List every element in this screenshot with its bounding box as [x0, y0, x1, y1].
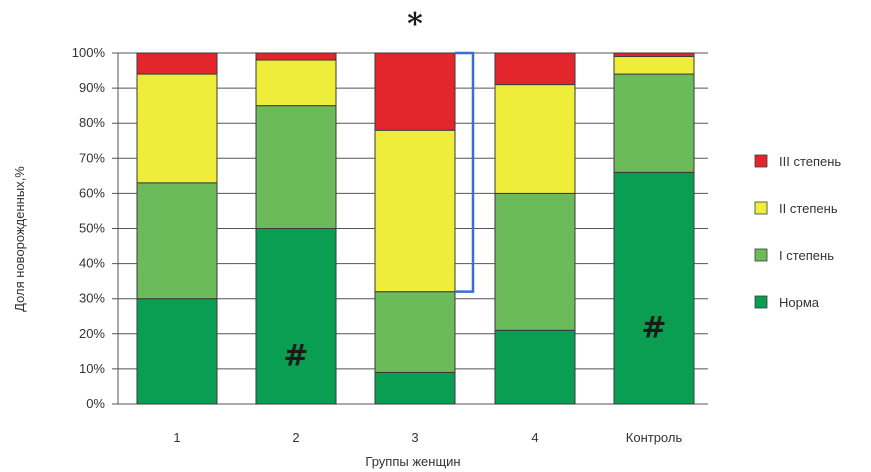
legend-label: III степень	[779, 154, 841, 169]
x-axis-title: Группы женщин	[365, 454, 460, 469]
bar-segment	[613, 73, 695, 173]
bar-segment	[374, 371, 456, 405]
legend-swatch	[754, 154, 768, 168]
bar-segment	[494, 84, 576, 194]
y-tick-label: 100%	[72, 45, 106, 60]
legend-swatch	[754, 295, 768, 309]
bars	[136, 52, 695, 405]
y-tick-label: 10%	[79, 361, 105, 376]
y-tick-label: 40%	[79, 256, 105, 271]
legend: III степень II степень I степень Норма	[754, 154, 841, 310]
significance-hash: #	[283, 338, 308, 373]
y-tick-labels: 0% 10% 20% 30% 40% 50% 60% 70% 80% 90% 100%	[72, 45, 106, 411]
y-tick-label: 70%	[79, 150, 105, 165]
bar-segment	[613, 56, 695, 75]
bar-segment	[613, 171, 695, 405]
x-tick-label: Контроль	[626, 430, 683, 445]
bar-segment	[494, 52, 576, 86]
significance-bracket	[455, 51, 475, 293]
x-tick-label: 1	[173, 430, 180, 445]
legend-label: II степень	[779, 201, 838, 216]
bar-segment	[613, 52, 695, 58]
y-tick-label: 60%	[79, 185, 105, 200]
bar-segment	[374, 291, 456, 373]
annotations: * # #	[283, 7, 666, 373]
y-tick-label: 80%	[79, 115, 105, 130]
y-tick-label: 30%	[79, 291, 105, 306]
bar-segment	[494, 192, 576, 331]
y-tick-label: 20%	[79, 326, 105, 341]
bar-segment	[136, 298, 218, 405]
y-tick-label: 0%	[86, 396, 105, 411]
x-tick-label: 3	[411, 430, 418, 445]
legend-label: I степень	[779, 248, 834, 263]
bar-segment	[136, 52, 218, 75]
bar-segment	[136, 73, 218, 184]
bar-segment	[255, 59, 337, 107]
bar-segment	[255, 52, 337, 61]
x-tick-labels: 1 2 3 4 Контроль	[173, 430, 682, 445]
bar-segment	[255, 105, 337, 229]
bar-segment	[374, 129, 456, 293]
bar-segment	[136, 182, 218, 300]
y-tick-label: 90%	[79, 80, 105, 95]
legend-swatch	[754, 248, 768, 262]
bar-segment	[374, 52, 456, 131]
x-tick-label: 2	[292, 430, 299, 445]
bar-segment	[494, 329, 576, 405]
y-axis-title: Доля новорожденных,%	[12, 166, 27, 312]
y-tick-label: 50%	[79, 221, 105, 236]
x-tick-label: 4	[531, 430, 538, 445]
bar-segment	[255, 228, 337, 405]
legend-label: Норма	[779, 295, 820, 310]
legend-swatch	[754, 201, 768, 215]
significance-asterisk: *	[407, 7, 423, 42]
significance-hash: #	[641, 310, 666, 345]
